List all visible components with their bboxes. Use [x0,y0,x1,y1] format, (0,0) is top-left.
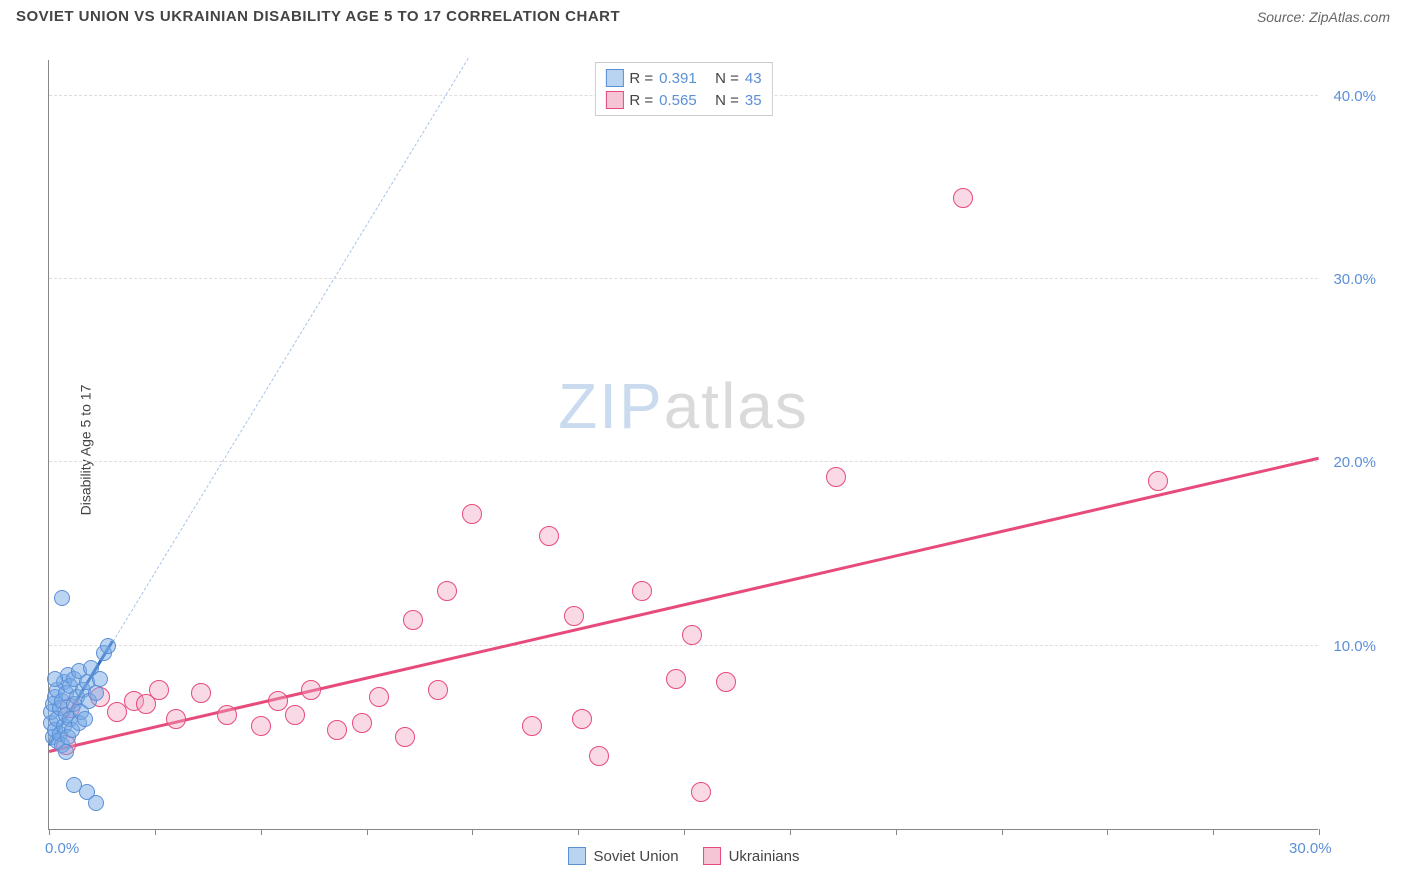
watermark-atlas: atlas [664,370,809,442]
data-point [572,709,592,729]
data-point [100,638,116,654]
legend-swatch [703,847,721,865]
plot-area: ZIPatlas R =0.391N =43R =0.565N =35 Sovi… [48,60,1318,830]
trend-line [112,58,468,642]
legend-item: Soviet Union [568,847,679,865]
data-point [369,687,389,707]
data-point [77,711,93,727]
x-tick [1319,829,1320,835]
x-tick [1002,829,1003,835]
data-point [191,683,211,703]
data-point [327,720,347,740]
data-point [54,590,70,606]
y-tick-label: 30.0% [1333,271,1376,288]
data-point [403,610,423,630]
data-point [437,581,457,601]
stats-legend: R = 0.391 N = 43 R = 0.565 N = 35 [594,62,772,116]
n-value: 43 [745,70,762,87]
watermark-zip: ZIP [558,370,664,442]
data-point [251,716,271,736]
data-point [301,680,321,700]
x-tick [790,829,791,835]
data-point [564,606,584,626]
n-value: 35 [745,92,762,109]
x-tick-label: 30.0% [1289,840,1332,857]
data-point [92,671,108,687]
series-legend: Soviet Union Ukrainians [568,847,800,865]
stats-legend-row: R = 0.391 N = 43 [605,67,761,89]
chart-title: SOVIET UNION VS UKRAINIAN DISABILITY AGE… [16,8,620,25]
data-point [632,581,652,601]
x-tick [472,829,473,835]
legend-swatch [605,91,623,109]
data-point [88,795,104,811]
r-value: 0.565 [659,92,709,109]
trend-line [49,456,1320,752]
data-point [522,716,542,736]
x-tick [367,829,368,835]
chart-container: Disability Age 5 to 17 ZIPatlas R =0.391… [48,40,1388,860]
x-tick [1213,829,1214,835]
source-attribution: Source: ZipAtlas.com [1257,9,1390,25]
legend-label: Soviet Union [594,848,679,865]
data-point [539,526,559,546]
r-label: R = [629,92,653,109]
data-point [395,727,415,747]
data-point [428,680,448,700]
y-tick-label: 10.0% [1333,638,1376,655]
x-tick [49,829,50,835]
x-tick [684,829,685,835]
y-tick-label: 20.0% [1333,454,1376,471]
n-label: N = [715,70,739,87]
data-point [47,671,63,687]
watermark: ZIPatlas [558,369,809,443]
gridline [49,461,1318,462]
data-point [682,625,702,645]
data-point [953,188,973,208]
data-point [285,705,305,725]
gridline [49,645,1318,646]
data-point [268,691,288,711]
legend-swatch [568,847,586,865]
x-tick [578,829,579,835]
x-tick [155,829,156,835]
stats-legend-row: R = 0.565 N = 35 [605,89,761,111]
gridline [49,278,1318,279]
data-point [1148,471,1168,491]
x-tick [261,829,262,835]
data-point [589,746,609,766]
legend-item: Ukrainians [703,847,800,865]
data-point [58,744,74,760]
data-point [149,680,169,700]
x-tick [1107,829,1108,835]
x-tick [896,829,897,835]
y-tick-label: 40.0% [1333,88,1376,105]
data-point [352,713,372,733]
x-tick-label: 0.0% [45,840,79,857]
data-point [88,685,104,701]
data-point [716,672,736,692]
legend-label: Ukrainians [729,848,800,865]
data-point [217,705,237,725]
r-value: 0.391 [659,70,709,87]
data-point [826,467,846,487]
data-point [691,782,711,802]
r-label: R = [629,70,653,87]
n-label: N = [715,92,739,109]
data-point [462,504,482,524]
legend-swatch [605,69,623,87]
data-point [166,709,186,729]
data-point [666,669,686,689]
